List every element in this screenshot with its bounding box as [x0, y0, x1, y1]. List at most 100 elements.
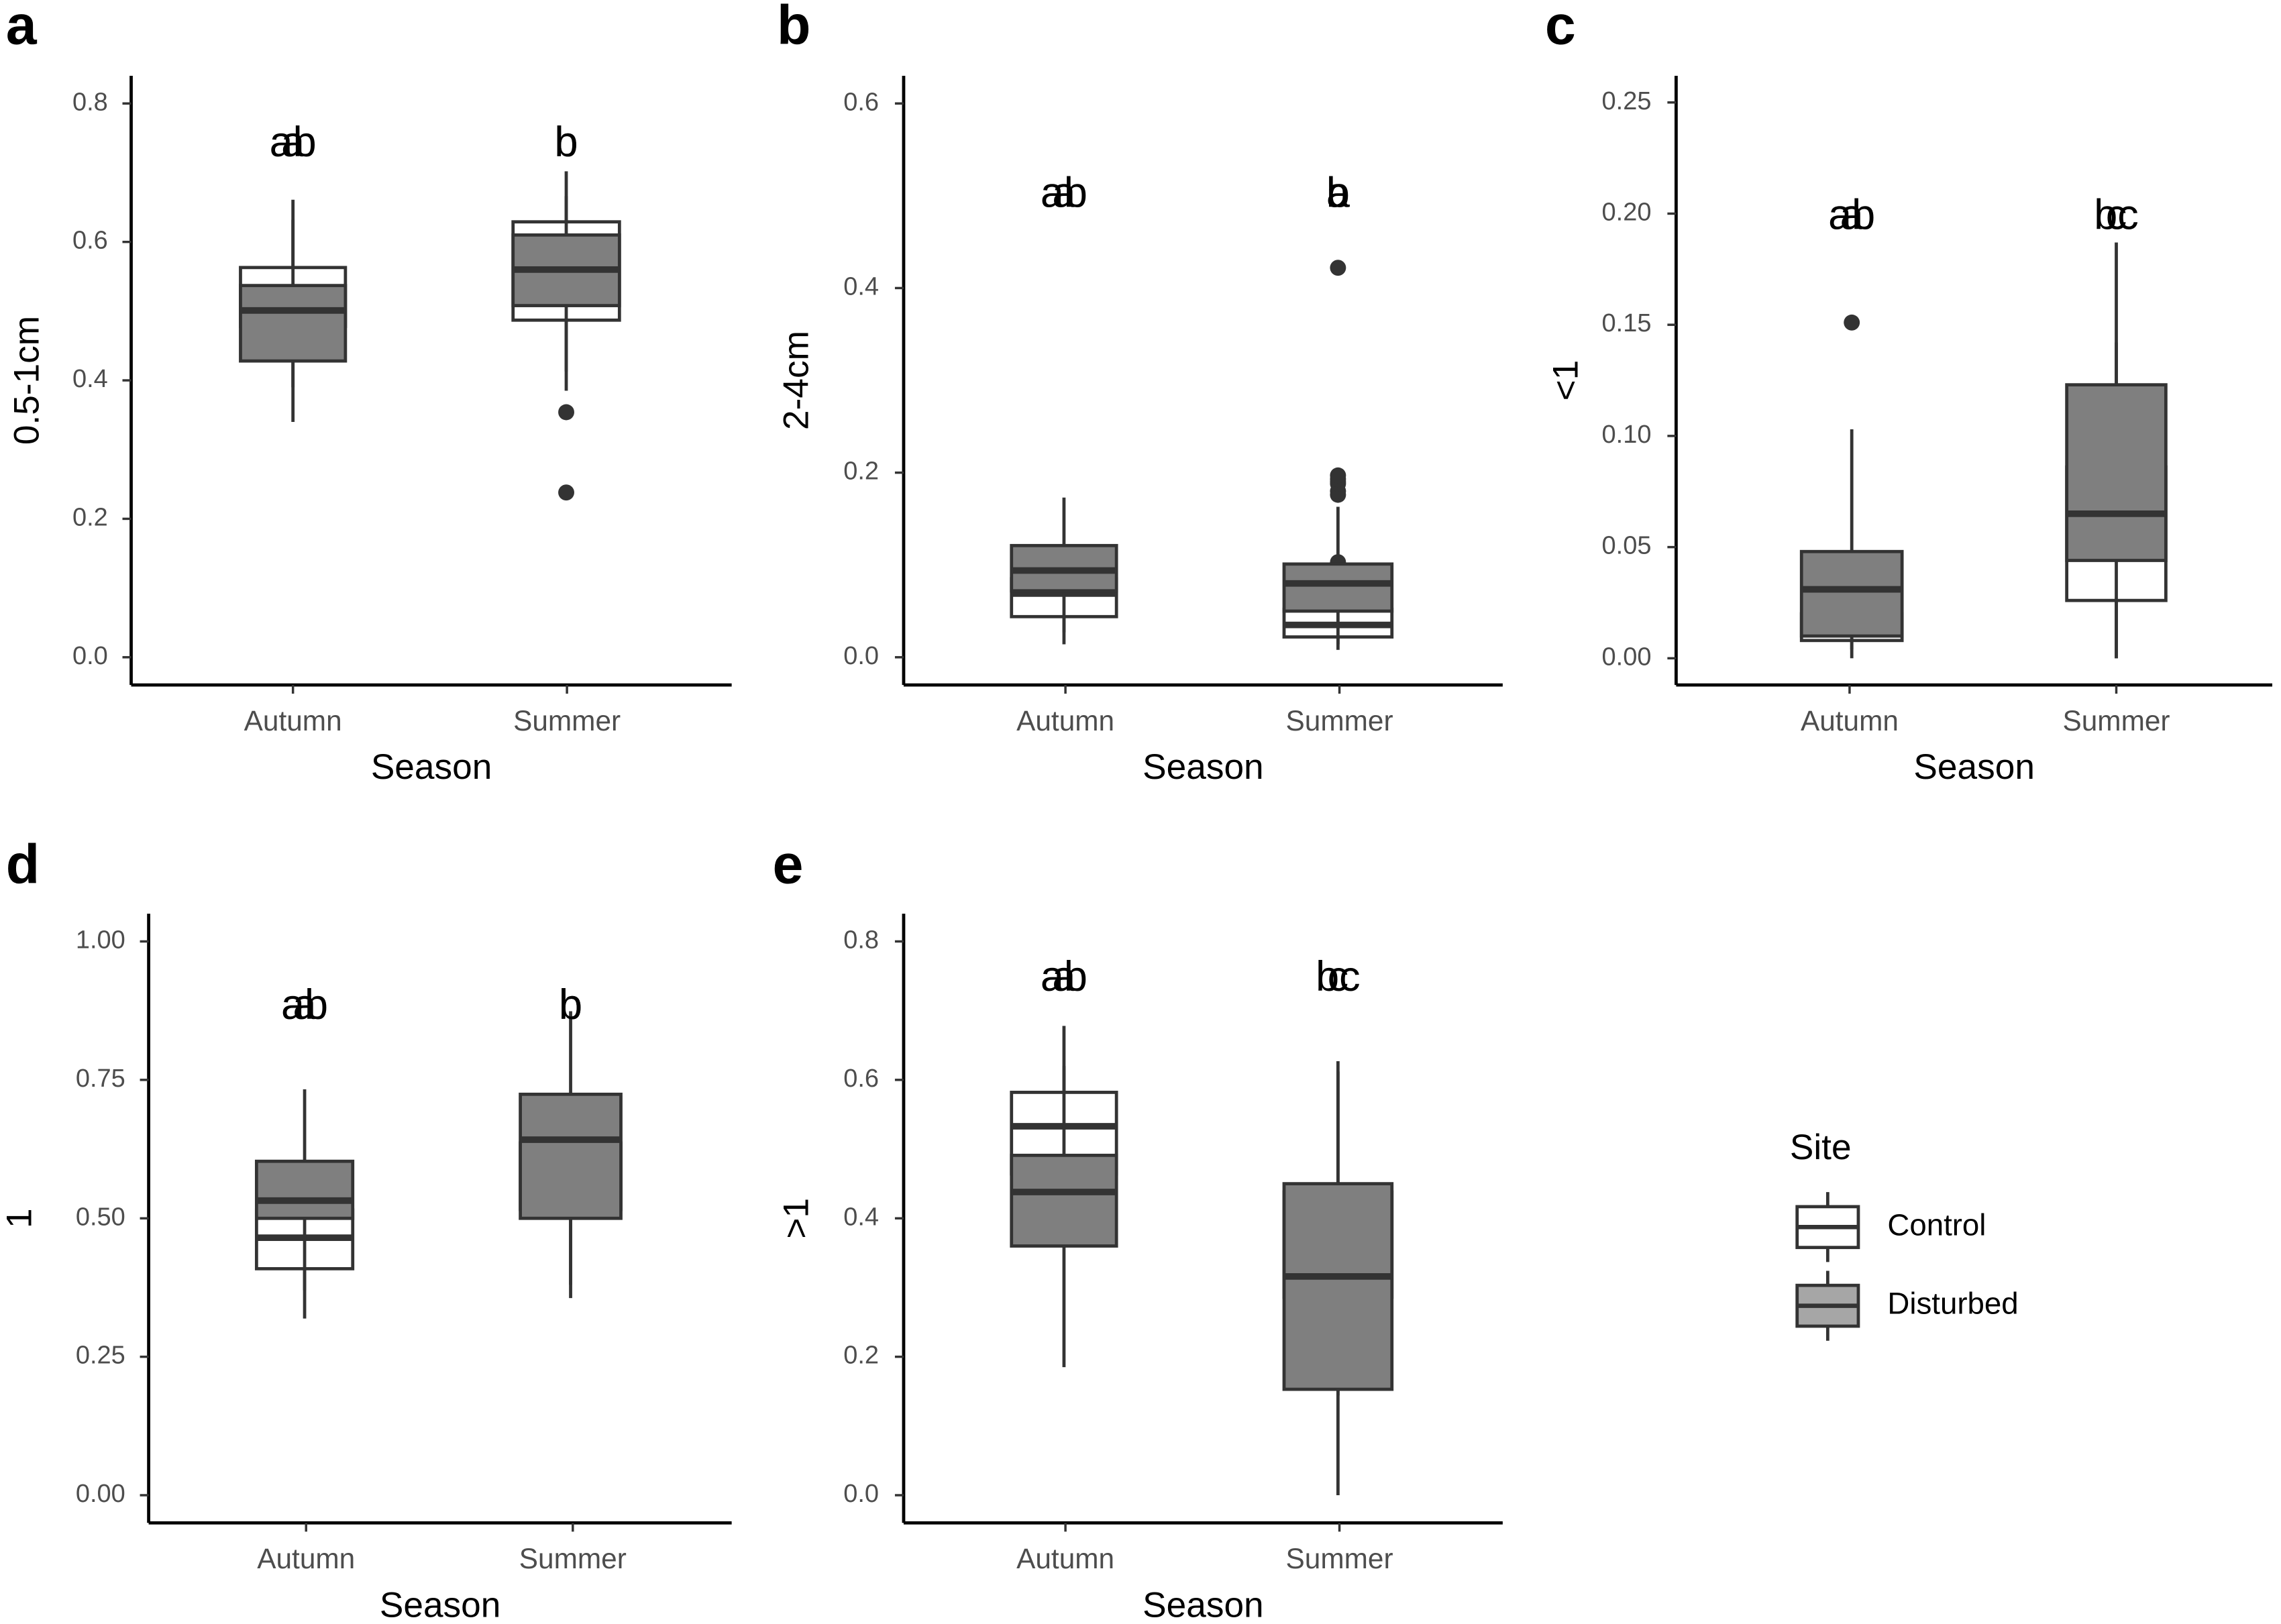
significance-letter: a [1052, 169, 1076, 216]
significance-letter: a [293, 981, 317, 1028]
significance-letter: a [281, 119, 305, 166]
y-tick-label: 0.4 [843, 1203, 879, 1231]
y-tick-label: 0.6 [843, 88, 879, 116]
x-axis-title: Season [1143, 1585, 1264, 1624]
significance-letter: a [1326, 169, 1350, 216]
legend-key-disturbed [1795, 1270, 1860, 1341]
y-axis-title: >1 [777, 1198, 816, 1239]
y-tick-label: 0.6 [72, 227, 108, 255]
box-disturbed-summer [1282, 1071, 1394, 1496]
iqr-box [519, 1092, 623, 1220]
significance-letter: ab [1041, 953, 1088, 1000]
outlier-point [558, 404, 574, 421]
iqr-box [2065, 383, 2168, 562]
panel-label: c [1545, 0, 1576, 56]
x-tick-label: Summer [1286, 1543, 1393, 1574]
box-disturbed-summer [519, 1011, 623, 1285]
y-tick-label: 0.0 [843, 642, 879, 670]
significance-letter: c [2106, 192, 2127, 239]
x-tick-label: Autumn [244, 705, 342, 737]
x-tick-label: Summer [1286, 705, 1393, 737]
outlier-point [1330, 467, 1346, 484]
y-tick-label: 0.00 [1602, 643, 1652, 671]
panel-c: c 0.00 0.05 0.10 0.15 0.20 0.25 Autumn Summer Sea… [1545, 0, 2272, 787]
x-tick-label: Autumn [1016, 1543, 1114, 1574]
iqr-box [239, 284, 348, 363]
panel-label: d [6, 834, 40, 896]
significance-letter: a [1840, 192, 1864, 239]
outlier-point [1330, 260, 1346, 276]
significance-letter: b [559, 981, 582, 1028]
significance-letter: ab [281, 981, 328, 1028]
y-tick-label: 0.25 [76, 1342, 125, 1370]
y-tick-label: 0.75 [76, 1065, 125, 1093]
legend-label: Disturbed [1887, 1287, 2018, 1321]
y-axis-title: <1 [1546, 360, 1586, 401]
y-tick-label: 0.2 [72, 503, 108, 531]
y-axis-title: 0.5-1cm [7, 316, 47, 445]
iqr-box [1282, 1182, 1394, 1391]
significance-letter: b [555, 119, 578, 166]
legend-key-control [1795, 1192, 1860, 1262]
y-tick-label: 0.4 [72, 365, 108, 393]
legend: Site Control Disturbed [1790, 1128, 2019, 1341]
x-tick-label: Summer [519, 1543, 627, 1574]
x-tick-label: Autumn [257, 1543, 355, 1574]
x-axis-title: Season [371, 747, 492, 787]
y-tick-label: 0.25 [1602, 87, 1652, 115]
significance-letter: bc [1316, 953, 1361, 1000]
panel-label: e [772, 834, 803, 896]
significance-letter: c [1328, 953, 1349, 1000]
legend-title: Site [1790, 1128, 1852, 1167]
x-axis-title: Season [1143, 747, 1264, 787]
significance-letter: ab [1828, 192, 1875, 239]
y-tick-label: 1.00 [76, 926, 125, 954]
significance-letter: ab [270, 119, 317, 166]
panel-e: e 0.0 0.2 0.4 0.6 0.8 Autumn Summer Season >1 aab b… [772, 834, 1503, 1624]
legend-label: Control [1887, 1207, 1986, 1242]
significance-letter: ab [1041, 169, 1088, 216]
panel-a: a 0.0 0.2 0.4 0.6 0.8 Autumn Summer Season 0.5-1c… [6, 0, 732, 787]
iqr-box [1799, 549, 1904, 638]
significance-letter: b [555, 119, 578, 166]
box-disturbed-summer [2065, 242, 2168, 659]
y-tick-label: 0.05 [1602, 532, 1652, 560]
y-tick-label: 0.6 [843, 1065, 879, 1093]
outlier-point [1844, 314, 1860, 331]
panel-label: a [6, 0, 38, 56]
y-tick-label: 0.4 [843, 272, 879, 301]
box-disturbed-autumn [1799, 314, 1904, 659]
box-disturbed-summer [1282, 260, 1394, 645]
y-tick-label: 0.2 [843, 1342, 879, 1370]
y-tick-label: 0.50 [76, 1203, 125, 1231]
y-tick-label: 0.00 [76, 1480, 125, 1508]
iqr-box [254, 1159, 355, 1220]
y-tick-label: 0.2 [843, 457, 879, 486]
box-disturbed-autumn [254, 1089, 355, 1291]
significance-letter: b [1326, 169, 1350, 216]
x-tick-label: Summer [513, 705, 621, 737]
x-tick-label: Summer [2062, 705, 2170, 737]
significance-letter: a [1052, 953, 1076, 1000]
y-tick-label: 0.8 [843, 926, 879, 954]
y-tick-label: 0.20 [1602, 199, 1652, 227]
panel-d: d 0.00 0.25 0.50 0.75 1.00 Autumn Summer Season 1… [0, 834, 732, 1624]
box-disturbed-autumn [1010, 1066, 1118, 1368]
panel-label: b [777, 0, 810, 56]
y-tick-label: 0.8 [72, 88, 108, 116]
y-tick-label: 0.0 [843, 1480, 879, 1508]
box-disturbed-autumn [1010, 497, 1118, 645]
x-tick-label: Autumn [1801, 705, 1899, 737]
significance-letter: bc [2094, 192, 2139, 239]
iqr-box [1282, 562, 1394, 613]
iqr-box [1010, 1153, 1118, 1248]
y-tick-label: 0.15 [1602, 309, 1652, 337]
box-disturbed-summer [511, 196, 621, 501]
x-axis-title: Season [380, 1585, 501, 1624]
x-tick-label: Autumn [1016, 705, 1114, 737]
x-axis-title: Season [1913, 747, 2035, 787]
y-tick-label: 0.10 [1602, 421, 1652, 449]
y-axis-title: 1 [0, 1208, 40, 1228]
